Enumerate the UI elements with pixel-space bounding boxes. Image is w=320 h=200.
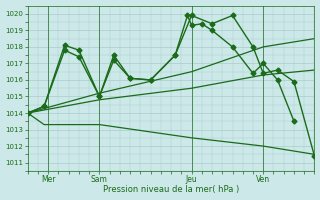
- X-axis label: Pression niveau de la mer( hPa ): Pression niveau de la mer( hPa ): [103, 185, 239, 194]
